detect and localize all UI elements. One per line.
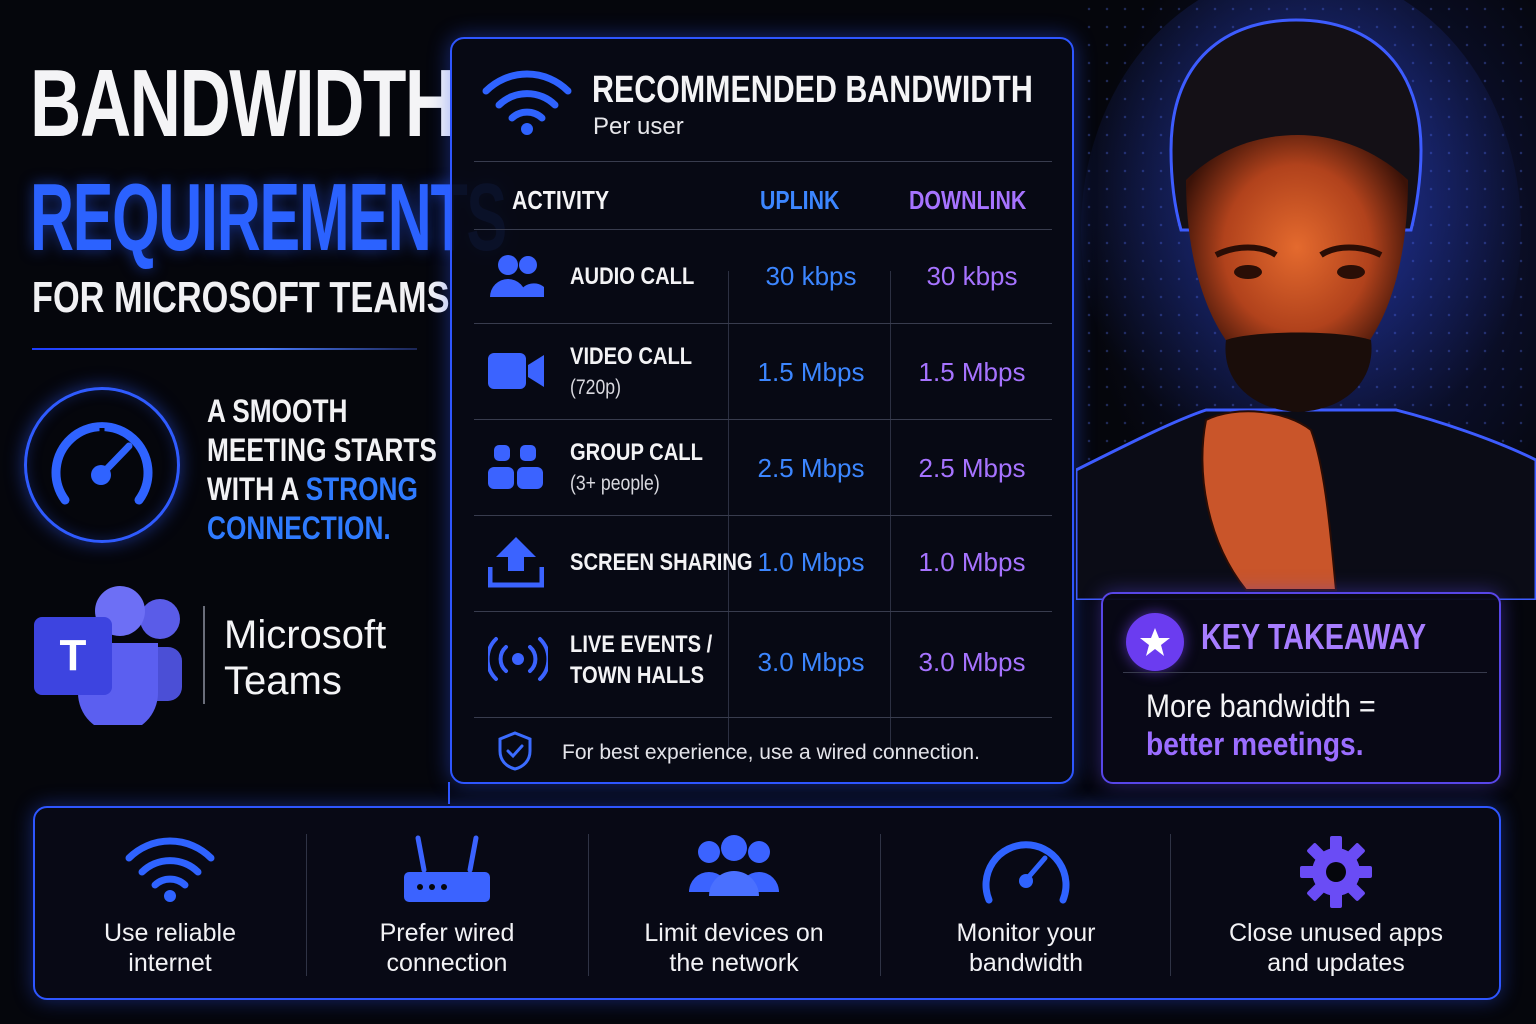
table-subtitle: Per user <box>593 113 684 140</box>
row-label: GROUP CALL (3+ people) <box>570 437 703 499</box>
users-icon <box>490 255 544 297</box>
takeaway-highlight: better meetings. <box>1146 726 1364 762</box>
column-divider <box>728 271 729 753</box>
divider <box>474 717 1052 718</box>
divider <box>1123 672 1487 673</box>
tip-label: Prefer wired connection <box>379 919 515 977</box>
downlink-value: 2.5 Mbps <box>918 453 1026 483</box>
connector-line <box>448 782 450 804</box>
speedometer-icon <box>51 422 153 505</box>
speedometer-icon <box>982 841 1070 904</box>
uplink-value: 1.5 Mbps <box>757 357 865 387</box>
row-label: SCREEN SHARING <box>570 549 753 576</box>
uplink-value: 3.0 Mbps <box>757 647 865 677</box>
downlink-value: 3.0 Mbps <box>918 647 1026 677</box>
divider <box>474 323 1052 324</box>
wifi-icon <box>125 837 215 902</box>
downlink-value: 1.5 Mbps <box>918 357 1026 387</box>
gear-icon <box>1300 836 1372 908</box>
tip-close-unused-apps: Close unused apps and updates <box>1171 808 1501 998</box>
teams-logo-letter: T <box>59 631 87 680</box>
upload-icon <box>488 537 544 588</box>
column-header-downlink: DOWNLINK <box>909 185 1027 215</box>
tagline-text: A SMOOTH MEETING STARTS WITH A <box>207 393 437 507</box>
presenter-portrait <box>1076 0 1536 600</box>
key-takeaway-card: KEY TAKEAWAY More bandwidth = better mee… <box>1101 592 1501 784</box>
table-row-audio-call: AUDIO CALL 30 kbps 30 kbps <box>474 231 1052 325</box>
wifi-icon <box>482 70 572 135</box>
divider <box>474 161 1052 162</box>
column-header-uplink: UPLINK <box>760 185 840 215</box>
teams-logo: T <box>32 585 184 733</box>
divider <box>474 515 1052 516</box>
tagline-highlight: STRONG CONNECTION. <box>207 471 418 546</box>
speedometer-badge <box>24 387 180 543</box>
table-row-live-events: LIVE EVENTS / TOWN HALLS 3.0 Mbps 3.0 Mb… <box>474 613 1052 707</box>
headline-line-3: FOR MICROSOFT TEAMS <box>32 273 450 322</box>
brand-name-line-2: Teams <box>224 659 342 703</box>
divider <box>474 611 1052 612</box>
table-row-video-call: VIDEO CALL (720p) 1.5 Mbps 1.5 Mbps <box>474 325 1052 419</box>
tip-limit-devices: Limit devices on the network <box>589 808 879 998</box>
divider <box>32 348 417 350</box>
group-icon <box>689 835 779 896</box>
star-badge <box>1126 613 1184 671</box>
row-label: LIVE EVENTS / TOWN HALLS <box>570 629 712 691</box>
tips-bar: Use reliable internet Prefer wired conne… <box>33 806 1501 1000</box>
column-header-activity: ACTIVITY <box>512 185 610 215</box>
headline-line-2: REQUIREMENTS <box>30 164 507 271</box>
brand-name-line-1: Microsoft <box>224 613 387 657</box>
tagline: A SMOOTH MEETING STARTS WITH A STRONG CO… <box>207 392 453 548</box>
broadcast-icon <box>488 637 548 681</box>
tip-divider <box>1170 834 1171 976</box>
tip-label: Limit devices on the network <box>644 919 824 977</box>
table-row-screen-sharing: SCREEN SHARING 1.0 Mbps 1.0 Mbps <box>474 517 1052 611</box>
footnote: For best experience, use a wired connect… <box>562 741 980 764</box>
bandwidth-table-panel: RECOMMENDED BANDWIDTH Per user ACTIVITY … <box>450 37 1074 784</box>
row-label-detail: TOWN HALLS <box>570 662 705 689</box>
tip-label: Monitor your bandwidth <box>956 919 1096 977</box>
row-label-detail: (720p) <box>570 376 621 399</box>
takeaway-text: More bandwidth = <box>1146 688 1376 724</box>
tip-reliable-internet: Use reliable internet <box>35 808 305 998</box>
router-icon <box>404 835 490 902</box>
downlink-value: 30 kbps <box>926 261 1018 291</box>
tip-divider <box>306 834 307 976</box>
brand-name: Microsoft Teams <box>224 612 386 704</box>
uplink-value: 1.0 Mbps <box>757 547 865 577</box>
divider <box>474 419 1052 420</box>
uplink-value: 2.5 Mbps <box>757 453 865 483</box>
column-divider <box>890 271 891 753</box>
tip-label: Close unused apps and updates <box>1228 919 1444 977</box>
row-label-detail: (3+ people) <box>570 472 660 495</box>
star-icon <box>1140 628 1170 656</box>
tip-label: Use reliable internet <box>103 919 236 977</box>
row-label-main: LIVE EVENTS / <box>570 631 713 658</box>
tip-monitor-bandwidth: Monitor your bandwidth <box>881 808 1171 998</box>
tip-divider <box>880 834 881 976</box>
shield-check-icon <box>498 731 532 771</box>
downlink-value: 1.0 Mbps <box>918 547 1026 577</box>
takeaway-title: KEY TAKEAWAY <box>1201 616 1427 657</box>
tip-divider <box>588 834 589 976</box>
table-row-group-call: GROUP CALL (3+ people) 2.5 Mbps 2.5 Mbps <box>474 421 1052 515</box>
table-title: RECOMMENDED BANDWIDTH <box>592 69 1033 111</box>
teams-logo-icon <box>34 586 182 733</box>
row-label: VIDEO CALL (720p) <box>570 341 692 403</box>
divider <box>474 229 1052 230</box>
group-icon <box>488 445 543 489</box>
tip-wired-connection: Prefer wired connection <box>307 808 587 998</box>
row-label: AUDIO CALL <box>570 263 695 290</box>
uplink-value: 30 kbps <box>765 261 857 291</box>
brand-divider <box>203 606 205 704</box>
row-label-main: GROUP CALL <box>570 439 703 466</box>
video-camera-icon <box>488 353 544 389</box>
headline-line-1: BANDWIDTH <box>30 50 456 157</box>
row-label-main: VIDEO CALL <box>570 343 693 370</box>
